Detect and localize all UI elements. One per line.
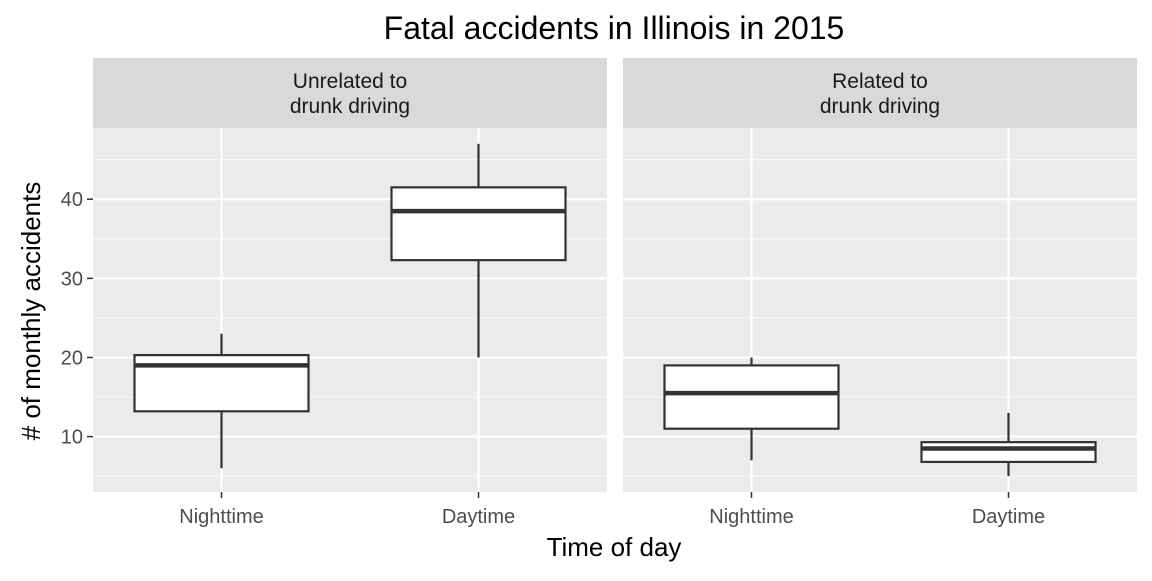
- x-tick-label: Nighttime: [179, 506, 263, 528]
- facet-strip-label: Related to: [832, 70, 928, 93]
- box-nighttime: [133, 333, 310, 469]
- x-tick-label: Daytime: [442, 506, 515, 528]
- panel-background: [623, 128, 1137, 492]
- box-daytime: [390, 143, 567, 358]
- y-axis-title: # of monthly accidents: [16, 182, 46, 441]
- x-axis-title: Time of day: [547, 532, 682, 562]
- facet-strip-label: drunk driving: [290, 95, 410, 118]
- x-axis: Nighttime Daytime Nighttime Daytime: [179, 492, 1045, 528]
- facet-strip: [93, 58, 607, 128]
- y-tick-label: 10: [61, 427, 83, 449]
- box-nighttime: [663, 357, 840, 461]
- box-daytime: [920, 412, 1097, 477]
- x-tick-label: Nighttime: [709, 506, 793, 528]
- facet-strip: [623, 58, 1137, 128]
- box-iqr: [390, 186, 567, 262]
- box-iqr: [920, 441, 1097, 464]
- y-tick-label: 20: [61, 347, 83, 369]
- y-tick-label: 30: [61, 268, 83, 290]
- y-tick-label: 40: [61, 189, 83, 211]
- x-tick-label: Daytime: [972, 506, 1045, 528]
- box-iqr: [663, 364, 840, 430]
- facet-strip-label: Unrelated to: [293, 70, 407, 93]
- chart-title: Fatal accidents in Illinois in 2015: [384, 10, 845, 46]
- y-axis: 10 20 30 40: [61, 189, 93, 449]
- facet-strip-label: drunk driving: [820, 95, 940, 118]
